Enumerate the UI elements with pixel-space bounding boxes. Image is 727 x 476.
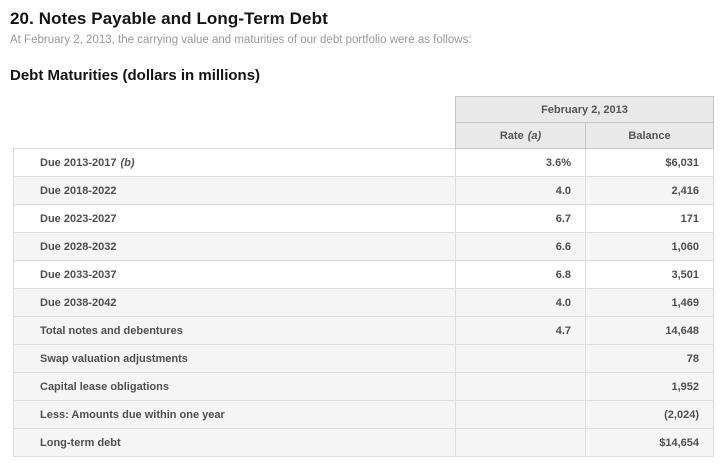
column-header-balance-label: Balance [628,129,671,142]
debt-maturities-table: February 2, 2013 Rate (a) Balance Due 201… [13,96,714,457]
row-label: Swap valuation adjustments [40,352,188,365]
row-balance-value: 78 [585,344,714,373]
row-rate-value: 6.7 [455,204,586,233]
table-header: February 2, 2013 Rate (a) Balance [14,96,714,149]
table-row: Swap valuation adjustments 78 [13,344,714,373]
column-header-balance: Balance [585,122,714,149]
rate-footnote-marker: (a) [527,129,542,142]
row-label-cell: Long-term debt [13,428,456,457]
row-rate-value: 4.7 [455,316,586,345]
row-label: Capital lease obligations [40,380,169,393]
column-group-header: February 2, 2013 [455,96,714,123]
table-row: Total notes and debentures 4.7 14,648 [13,316,714,345]
table-row: Less: Amounts due within one year (2,024… [13,400,714,429]
row-balance-value: 2,416 [585,176,714,205]
row-rate-value: 4.0 [455,288,586,317]
row-label: Due 2023-2027 [40,212,117,225]
row-rate-value [455,372,586,401]
column-group-header-row: February 2, 2013 [14,96,714,123]
row-balance-value: 1,060 [585,232,714,261]
row-label: Long-term debt [40,436,121,449]
header-spacer-cell [14,123,456,149]
row-rate-value: 4.0 [455,176,586,205]
row-rate-value: 6.6 [455,232,586,261]
column-header-rate-label: Rate [499,129,524,142]
row-rate-value [455,400,586,429]
row-label-cell: Due 2028-2032 [13,232,456,261]
row-label: Less: Amounts due within one year [40,408,225,421]
row-label: Due 2018-2022 [40,184,117,197]
row-label-cell: Total notes and debentures [13,316,456,345]
row-label-cell: Due 2013-2017 (b) [13,148,456,177]
row-balance-value: 1,469 [585,288,714,317]
column-header-row: Rate (a) Balance [14,122,714,149]
table-row: Long-term debt $14,654 [13,428,714,457]
row-balance-value: 1,952 [585,372,714,401]
table-row: Due 2013-2017 (b) 3.6% $6,031 [13,148,714,177]
row-label-cell: Swap valuation adjustments [13,344,456,373]
row-balance-value: $6,031 [585,148,714,177]
row-footnote-marker: (b) [120,156,135,169]
row-rate-value [455,344,586,373]
header-spacer-cell [14,97,456,123]
row-rate-value: 3.6% [455,148,586,177]
row-label-cell: Due 2023-2027 [13,204,456,233]
table-row: Due 2018-2022 4.0 2,416 [13,176,714,205]
table-row: Due 2033-2037 6.8 3,501 [13,260,714,289]
row-label-cell: Less: Amounts due within one year [13,400,456,429]
row-label-cell: Due 2018-2022 [13,176,456,205]
row-label: Total notes and debentures [40,324,183,337]
row-label-cell: Capital lease obligations [13,372,456,401]
row-rate-value [455,428,586,457]
table-row: Due 2023-2027 6.7 171 [13,204,714,233]
row-balance-value: (2,024) [585,400,714,429]
table-row: Due 2038-2042 4.0 1,469 [13,288,714,317]
row-label: Due 2033-2037 [40,268,117,281]
row-balance-value: 3,501 [585,260,714,289]
column-header-rate: Rate (a) [455,122,586,149]
page-title: 20. Notes Payable and Long-Term Debt [10,9,328,28]
table-body: Due 2013-2017 (b) 3.6% $6,031 Due 2018-20… [13,148,714,457]
document-content: 20. Notes Payable and Long-Term Debt At … [10,9,714,457]
row-label: Due 2038-2042 [40,296,117,309]
table-row: Due 2028-2032 6.6 1,060 [13,232,714,261]
intro-text: At February 2, 2013, the carrying value … [10,34,472,46]
section-heading: Debt Maturities (dollars in millions) [10,67,261,84]
row-balance-value: 171 [585,204,714,233]
row-label-cell: Due 2038-2042 [13,288,456,317]
row-label: Due 2028-2032 [40,240,117,253]
row-balance-value: $14,654 [585,428,714,457]
row-label-cell: Due 2033-2037 [13,260,456,289]
table-row: Capital lease obligations 1,952 [13,372,714,401]
row-balance-value: 14,648 [585,316,714,345]
row-label: Due 2013-2017 [40,156,117,169]
row-rate-value: 6.8 [455,260,586,289]
